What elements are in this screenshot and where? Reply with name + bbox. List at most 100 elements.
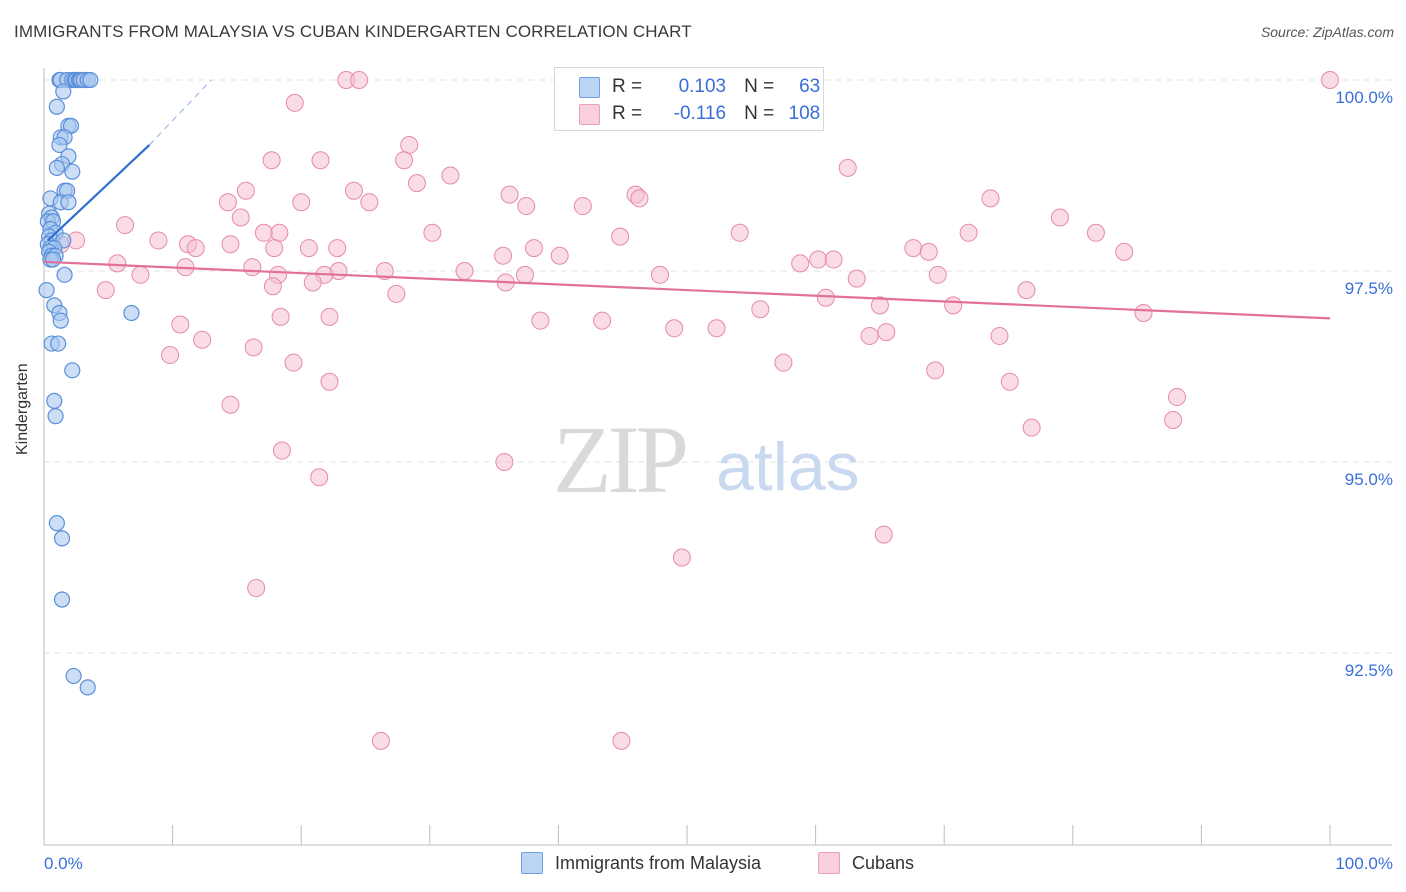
cubans-point-91 [1022, 418, 1041, 437]
malaysia-point-44 [44, 251, 62, 268]
malaysia-point-21 [48, 159, 65, 176]
cubans-point-103 [751, 300, 770, 319]
malaysia-r-label: R = [612, 76, 643, 97]
cubans-point-82 [161, 346, 180, 365]
cubans-point-87 [1000, 372, 1019, 391]
malaysia-point-13 [48, 98, 65, 115]
cubans-point-12 [344, 181, 363, 200]
cubans-point-97 [247, 579, 266, 598]
cubans-point-22 [231, 208, 250, 227]
y-axis-label: Kindergarten [14, 363, 31, 455]
cubans-point-42 [1115, 242, 1134, 261]
cubans-point-1 [350, 71, 369, 89]
malaysia-point-57 [53, 530, 71, 547]
gridlines [44, 79, 1392, 654]
bottom-legend-cubans: Cubans [818, 852, 914, 874]
cubans-point-70 [271, 307, 290, 326]
cubans-point-67 [870, 296, 889, 315]
malaysia-point-59 [65, 667, 82, 685]
cubans-point-11 [236, 181, 255, 200]
malaysia-point-53 [64, 362, 81, 379]
cubans-point-95 [874, 525, 893, 544]
cubans-point-66 [816, 288, 835, 307]
cubans-point-16 [981, 189, 1000, 208]
y-tick-label-2: 97.5% [1345, 279, 1393, 298]
malaysia-trend-line [47, 144, 151, 242]
axes [43, 68, 1392, 846]
y-tick-label-3: 100.0% [1335, 88, 1393, 107]
malaysia-point-45 [56, 266, 73, 283]
cubans-point-5 [262, 151, 281, 170]
malaysia-point-60 [79, 679, 96, 696]
cubans-point-80 [193, 330, 212, 349]
cubans-point-17 [218, 193, 237, 212]
cubans-point-77 [877, 323, 896, 342]
cubans-point-47 [791, 254, 810, 273]
cubans-point-18 [292, 193, 311, 212]
malaysia-point-54 [46, 392, 63, 409]
cubans-point-23 [1050, 208, 1069, 227]
cubans-point-64 [1017, 281, 1036, 300]
cubans-point-54 [131, 265, 150, 284]
malaysia-point-58 [53, 591, 71, 608]
cubans-point-3 [285, 93, 304, 112]
cubans-swatch [579, 103, 600, 125]
cubans-point-41 [919, 242, 938, 261]
cubans-point-21 [573, 197, 592, 216]
cubans-r-label: R = [612, 103, 643, 124]
correlation-legend: R = 0.103 N = 63 R = -0.116 N = 108 [554, 67, 824, 131]
malaysia-r-value: 0.103 [678, 76, 727, 97]
cubans-points [51, 71, 1339, 750]
cubans-point-35 [186, 239, 205, 258]
malaysia-point-46 [38, 282, 55, 299]
bottom-malaysia-swatch [521, 852, 543, 874]
cubans-point-96 [672, 548, 691, 567]
cubans-point-76 [707, 319, 726, 338]
cubans-point-25 [254, 223, 273, 242]
cubans-n-label: N = [744, 103, 775, 124]
cubans-point-86 [320, 372, 339, 391]
watermark: ZIP atlas [553, 406, 860, 513]
cubans-point-40 [904, 239, 923, 258]
malaysia-point-50 [123, 304, 140, 322]
cubans-point-59 [928, 265, 947, 284]
malaysia-point-55 [47, 408, 64, 425]
cubans-point-63 [96, 281, 115, 300]
cubans-point-36 [265, 239, 284, 258]
cubans-point-85 [926, 361, 945, 380]
cubans-point-83 [284, 353, 303, 372]
cubans-point-84 [774, 353, 793, 372]
cubans-point-15 [630, 189, 649, 208]
y-tick-label-0: 92.5% [1345, 661, 1393, 680]
malaysia-n-label: N = [744, 76, 775, 97]
cubans-point-19 [360, 193, 379, 212]
cubans-point-102 [730, 223, 749, 242]
malaysia-points [38, 71, 140, 696]
cubans-point-27 [423, 223, 442, 242]
cubans-point-26 [270, 223, 289, 242]
x-tick-label-min: 0.0% [44, 854, 83, 873]
trend-lines [43, 79, 1331, 320]
cubans-point-44 [550, 246, 569, 265]
cubans-point-90 [1164, 410, 1183, 429]
cubans-point-69 [1134, 304, 1153, 323]
malaysia-point-22 [64, 163, 81, 180]
cubans-point-75 [665, 319, 684, 338]
malaysia-point-56 [48, 515, 65, 532]
cubans-point-45 [809, 250, 828, 269]
cubans-point-20 [517, 197, 536, 216]
legend-row-cubans: R = -0.116 N = 108 [579, 102, 820, 126]
cubans-point-28 [959, 223, 978, 242]
cubans-point-48 [108, 254, 127, 273]
malaysia-point-49 [52, 312, 69, 329]
cubans-point-8 [838, 158, 857, 177]
x-tick-label-max: 100.0% [1335, 854, 1393, 873]
cubans-point-93 [495, 453, 514, 471]
cubans-point-50 [243, 258, 262, 277]
cubans-point-72 [531, 311, 550, 330]
cubans-point-60 [847, 269, 866, 288]
cubans-point-37 [299, 239, 318, 258]
cubans-point-34 [221, 235, 240, 254]
malaysia-swatch [579, 76, 600, 98]
